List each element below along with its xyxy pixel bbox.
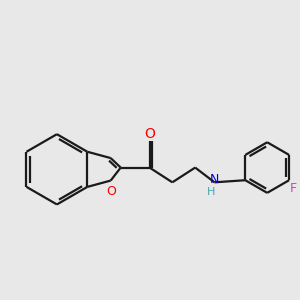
Text: O: O xyxy=(144,127,155,141)
Text: H: H xyxy=(207,187,215,197)
Text: O: O xyxy=(106,185,116,198)
Text: F: F xyxy=(290,182,297,196)
Text: N: N xyxy=(210,173,219,186)
